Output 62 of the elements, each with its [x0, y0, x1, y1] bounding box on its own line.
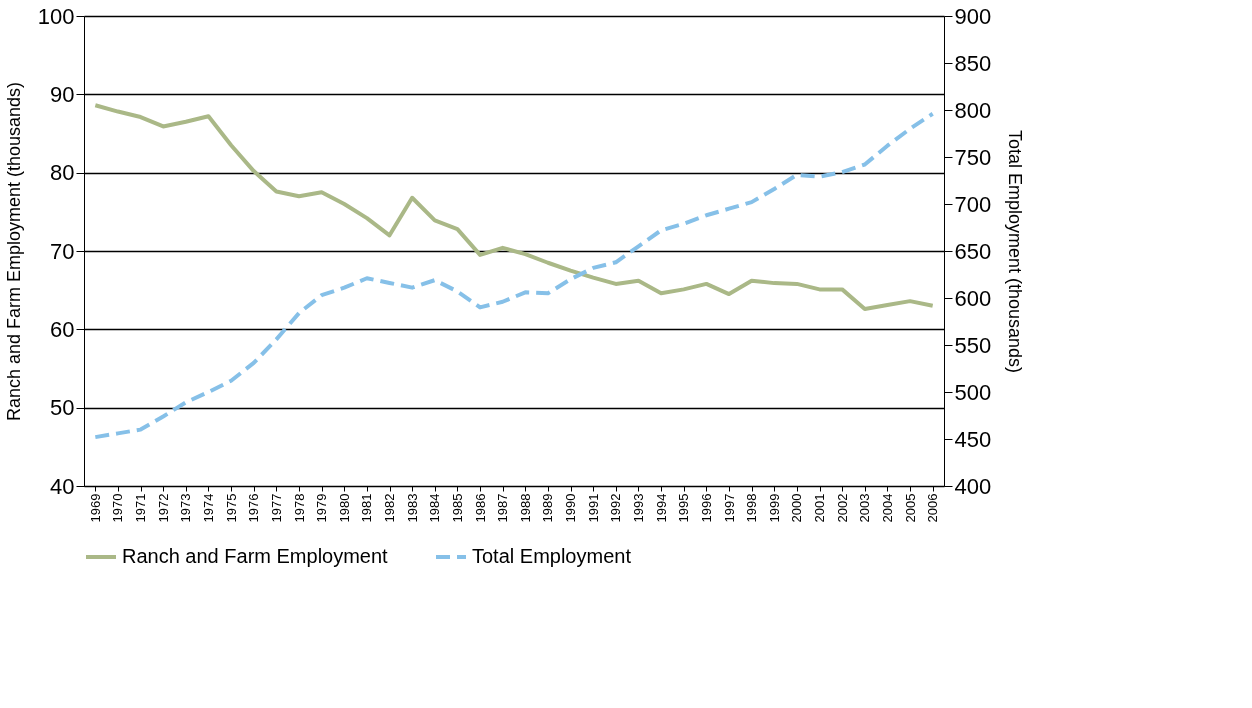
x-tick-label: 1969	[87, 493, 103, 523]
x-tick-label: 1986	[472, 493, 488, 523]
x-tick-label: 1991	[585, 493, 601, 523]
y2-tick-label: 500	[954, 379, 992, 405]
x-tick-label: 1988	[517, 493, 533, 523]
x-tick-label: 1982	[382, 493, 398, 523]
x-tick-label: 1971	[133, 493, 149, 523]
line-series	[93, 111, 935, 440]
x-tick-label: 1985	[449, 493, 465, 523]
y2-tick-label: 800	[954, 97, 992, 123]
x-tick-label: 1980	[336, 493, 352, 523]
line-series	[93, 103, 935, 311]
y-tick-label: 80	[50, 160, 75, 186]
y-axis-title: Ranch and Farm Employment (thousands)	[3, 81, 24, 422]
y2-tick-label: 850	[954, 50, 992, 76]
x-tick-label: 1993	[630, 493, 646, 523]
legend-label: Ranch and Farm Employment	[122, 545, 389, 567]
x-tick-label: 1984	[427, 493, 443, 523]
y2-axis-title: Total Employment (thousands)	[1005, 129, 1026, 374]
x-tick-label: 1981	[359, 493, 375, 523]
x-tick-label: 1972	[155, 493, 171, 523]
x-tick-label: 1976	[246, 493, 262, 523]
x-tick-label: 2002	[834, 493, 850, 523]
y2-tick-label: 750	[954, 144, 992, 170]
y2-tick-label: 450	[954, 426, 992, 452]
x-tick-label: 1989	[540, 493, 556, 523]
x-tick-label: 2005	[902, 493, 918, 523]
x-tick-label: 1999	[766, 493, 782, 523]
x-tick-label: 1992	[608, 493, 624, 523]
y2-tick-label: 900	[954, 3, 992, 29]
x-tick-label: 1977	[268, 493, 284, 523]
x-tick-label: 1978	[291, 493, 307, 523]
y-tick-label: 100	[37, 3, 75, 29]
x-tick-label: 2001	[812, 493, 828, 523]
x-tick-label: 1973	[178, 493, 194, 523]
x-tick-label: 2003	[857, 493, 873, 523]
x-tick-label: 2000	[789, 493, 805, 523]
y2-tick-label: 700	[954, 191, 992, 217]
x-tick-label: 1990	[563, 493, 579, 523]
y-tick-label: 90	[50, 81, 75, 107]
x-tick-label: 1998	[744, 493, 760, 523]
x-tick-label: 1974	[200, 493, 216, 523]
x-tick-label: 1975	[223, 493, 239, 523]
x-tick-label: 1983	[404, 493, 420, 523]
x-tick-label: 1970	[110, 493, 126, 523]
x-tick-label: 1996	[698, 493, 714, 523]
y-tick-label: 50	[50, 395, 75, 421]
x-tick-label: 1987	[495, 493, 511, 523]
y2-tick-label: 600	[954, 285, 992, 311]
y-tick-label: 40	[50, 473, 75, 499]
y2-tick-label: 650	[954, 238, 992, 264]
y-tick-label: 60	[50, 316, 75, 342]
x-tick-label: 1994	[653, 493, 669, 523]
legend-label: Total Employment	[472, 545, 632, 567]
x-tick-label: 2004	[879, 493, 895, 523]
x-tick-label: 1997	[721, 493, 737, 523]
x-tick-label: 1995	[676, 493, 692, 523]
x-tick-label: 1979	[314, 493, 330, 523]
x-tick-label: 2006	[925, 493, 941, 523]
y2-tick-label: 400	[954, 473, 992, 499]
y2-tick-label: 550	[954, 332, 992, 358]
y-tick-label: 70	[50, 238, 75, 264]
